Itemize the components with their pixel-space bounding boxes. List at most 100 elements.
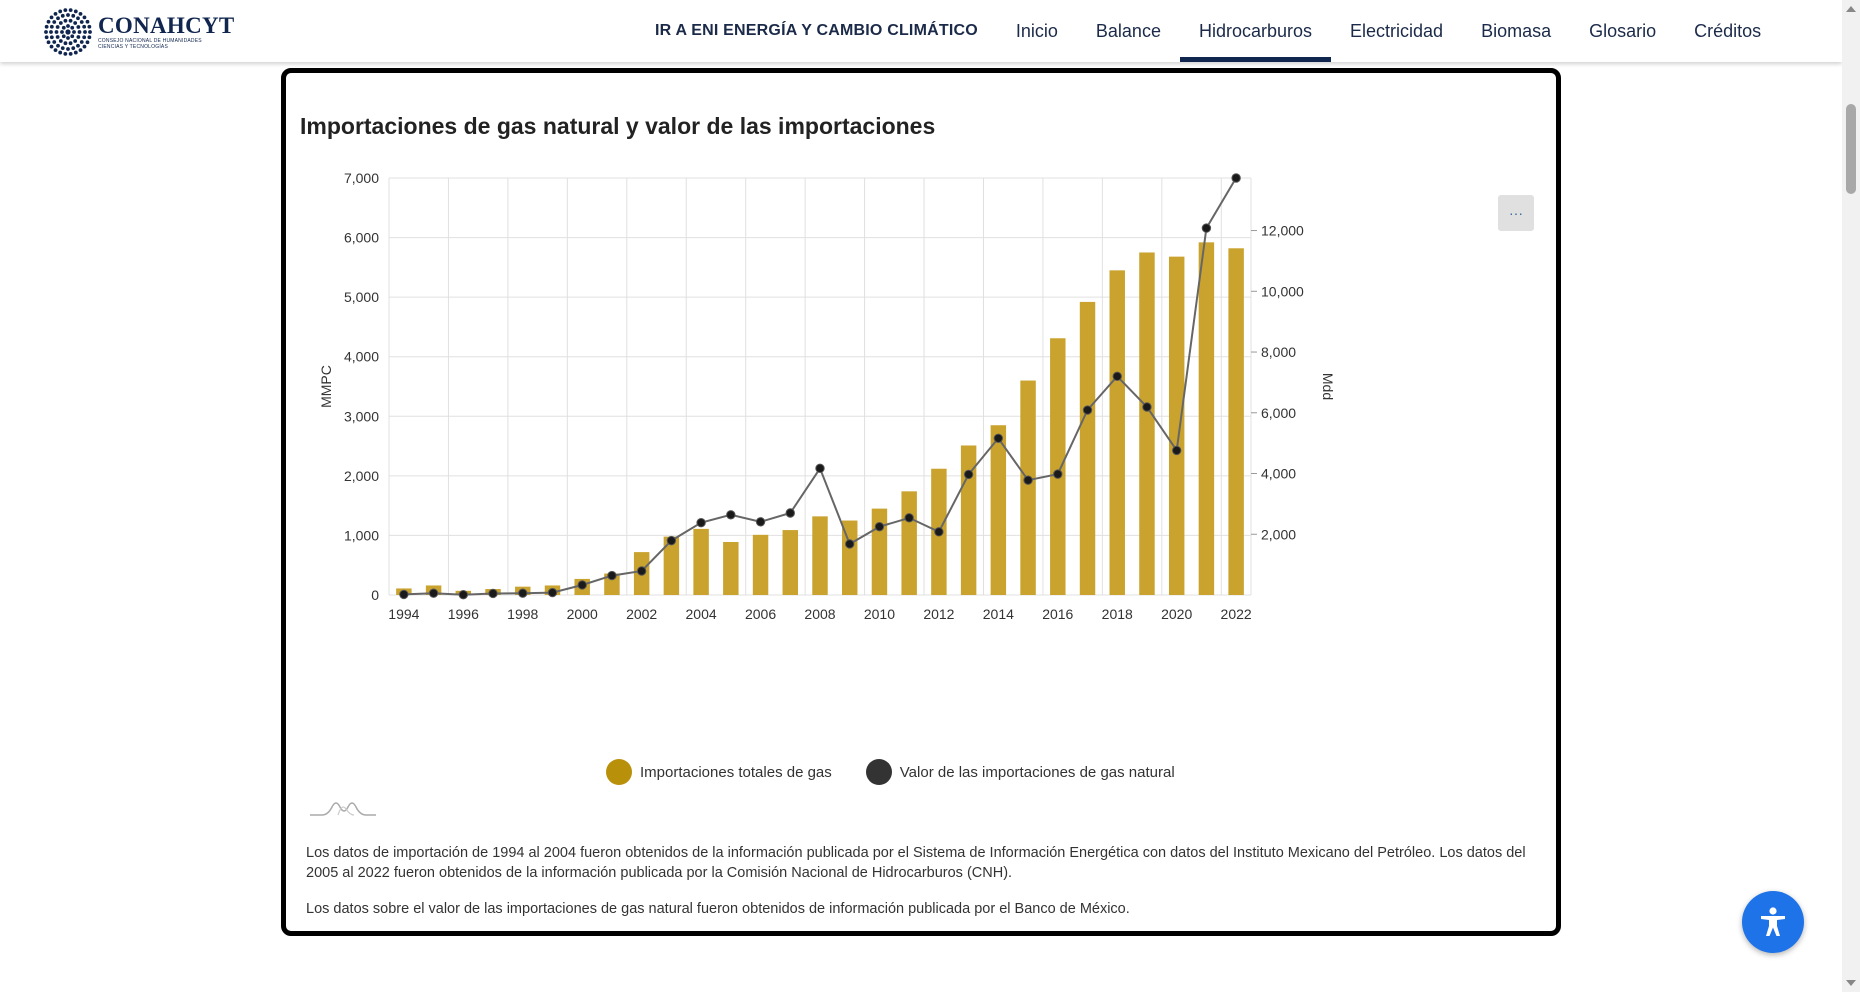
logo-subtitle-line1: CONSEJO NACIONAL DE HUMANIDADES (98, 38, 202, 44)
bar-imports-2022 (1228, 248, 1244, 595)
accessibility-button[interactable] (1742, 891, 1804, 953)
x-tick-label: 2004 (686, 606, 717, 622)
bar-imports-2007 (782, 530, 799, 595)
x-tick-label: 2018 (1102, 606, 1133, 622)
legend-label-value: Valor de las importaciones de gas natura… (899, 763, 1175, 781)
page-scrollbar[interactable] (1842, 0, 1860, 992)
x-tick-label: 2006 (745, 606, 776, 622)
x-tick-label: 2000 (567, 606, 598, 622)
point-import-value-2019 (1142, 402, 1152, 412)
y-right-tick-label: 10,000 (1261, 283, 1304, 299)
nav-item-glosario[interactable]: Glosario (1589, 20, 1657, 41)
point-import-value-2015 (1023, 475, 1033, 485)
point-import-value-2002 (636, 566, 647, 576)
nav-item-hidrocarburos[interactable]: Hidrocarburos (1179, 0, 1332, 62)
bar-imports-2019 (1139, 252, 1155, 595)
nav-item-creditos[interactable]: Créditos (1694, 20, 1762, 41)
y-right-tick-label: 4,000 (1261, 466, 1296, 482)
point-import-value-2007 (785, 508, 795, 518)
point-import-value-2018 (1112, 371, 1122, 382)
legend-label-imports: Importaciones totales de gas (640, 763, 832, 781)
point-import-value-2013 (963, 469, 974, 480)
y-left-tick-label: 4,000 (344, 349, 379, 365)
x-tick-label: 1996 (448, 606, 479, 622)
bar-imports-2006 (752, 534, 769, 595)
y-right-axis-title: Mdd (1320, 373, 1336, 400)
point-import-value-2005 (726, 510, 736, 520)
y-left-tick-label: 5,000 (344, 289, 379, 305)
bar-imports-2017 (1079, 301, 1096, 595)
x-tick-label: 1994 (388, 606, 419, 622)
value-source-note: Los datos sobre el valor de las importac… (306, 901, 1130, 917)
point-import-value-2010 (874, 521, 885, 532)
bar-imports-2011 (901, 491, 917, 595)
nav-item-biomasa[interactable]: Biomasa (1481, 20, 1552, 41)
point-import-value-2011 (904, 513, 914, 523)
x-tick-label: 2022 (1221, 606, 1252, 622)
legend-item-imports[interactable]: Importaciones totales de gas (606, 759, 832, 785)
point-import-value-2020 (1171, 445, 1182, 456)
y-right-tick-label: 8,000 (1261, 344, 1296, 360)
x-tick-label: 2014 (983, 606, 1014, 622)
nav-item-eni[interactable]: IR A ENI ENERGÍA Y CAMBIO CLIMÁTICO (655, 22, 978, 39)
x-tick-label: 2020 (1161, 606, 1192, 622)
point-import-value-1994 (399, 589, 409, 600)
nav-item-balance[interactable]: Balance (1095, 20, 1161, 41)
y-left-tick-label: 0 (371, 587, 379, 603)
point-import-value-2000 (577, 580, 587, 590)
nav-item-electricidad[interactable]: Electricidad (1350, 20, 1444, 41)
point-import-value-1998 (518, 588, 528, 598)
data-source-note: Los datos de importación de 1994 al 2004… (306, 845, 1526, 881)
point-import-value-2001 (607, 570, 617, 581)
chart-menu-button[interactable]: ··· (1498, 195, 1534, 231)
point-import-value-2006 (755, 517, 766, 527)
x-tick-label: 1998 (507, 606, 538, 622)
legend-marker-imports (606, 759, 632, 785)
combo-chart: 0 1,000 2,000 3,000 4,000 5,000 6,000 7,000 2,00… (318, 170, 1336, 622)
x-tick-label: 2016 (1042, 606, 1073, 622)
y-left-tick-label: 1,000 (344, 527, 379, 543)
point-import-value-2009 (845, 539, 855, 549)
x-tick-label: 2002 (626, 606, 657, 622)
y-right-tick-label: 2,000 (1261, 526, 1296, 542)
site-header: CONAHCYT CONSEJO NACIONAL DE HUMANIDADES… (0, 0, 1842, 62)
x-tick-label: 2012 (923, 606, 954, 622)
y-left-axis-title: MMPC (318, 365, 334, 408)
y-right-tick-label: 12,000 (1261, 223, 1304, 239)
bar-imports-2010 (871, 508, 888, 595)
scroll-down-arrow-icon[interactable] (1846, 980, 1856, 986)
bar-imports-2021 (1198, 242, 1215, 595)
accessibility-person-icon (1761, 907, 1785, 936)
chart-card: Importaciones de gas natural y valor de … (281, 68, 1561, 936)
point-import-value-2016 (1053, 469, 1063, 479)
nav-item-inicio[interactable]: Inicio (1015, 20, 1058, 41)
point-import-value-1996 (458, 589, 469, 600)
chart-title: Importaciones de gas natural y valor de … (300, 113, 936, 139)
conahcyt-logo-icon (44, 8, 92, 56)
bar-imports-2009 (841, 520, 858, 595)
point-import-value-1995 (428, 588, 439, 598)
point-import-value-2014 (993, 433, 1004, 443)
point-import-value-1997 (488, 588, 498, 599)
bar-imports-2004 (693, 528, 709, 595)
point-import-value-2017 (1082, 405, 1093, 415)
amcharts-logo-icon[interactable] (308, 793, 378, 823)
conahcyt-logo[interactable]: CONAHCYT CONSEJO NACIONAL DE HUMANIDADES… (44, 8, 235, 56)
y-left-tick-label: 7,000 (344, 170, 379, 186)
point-import-value-2021 (1201, 223, 1212, 233)
x-tick-label: 2008 (804, 606, 835, 622)
scroll-up-arrow-icon[interactable] (1846, 6, 1856, 12)
legend-marker-value (865, 759, 892, 785)
bar-imports-2020 (1168, 256, 1185, 595)
legend-item-value[interactable]: Valor de las importaciones de gas natura… (865, 759, 1175, 785)
bar-imports-2016 (1050, 338, 1066, 595)
point-import-value-1999 (547, 587, 558, 598)
y-right-tick-label: 6,000 (1261, 405, 1296, 421)
point-import-value-2003 (666, 535, 677, 546)
bar-imports-2003 (663, 536, 680, 595)
x-tick-label: 2010 (864, 606, 895, 622)
point-import-value-2008 (815, 463, 825, 474)
point-import-value-2012 (934, 527, 944, 537)
chart-plot-area: 0 1,000 2,000 3,000 4,000 5,000 6,000 7,000 2,00… (318, 170, 1336, 622)
scrollbar-thumb[interactable] (1846, 104, 1856, 194)
